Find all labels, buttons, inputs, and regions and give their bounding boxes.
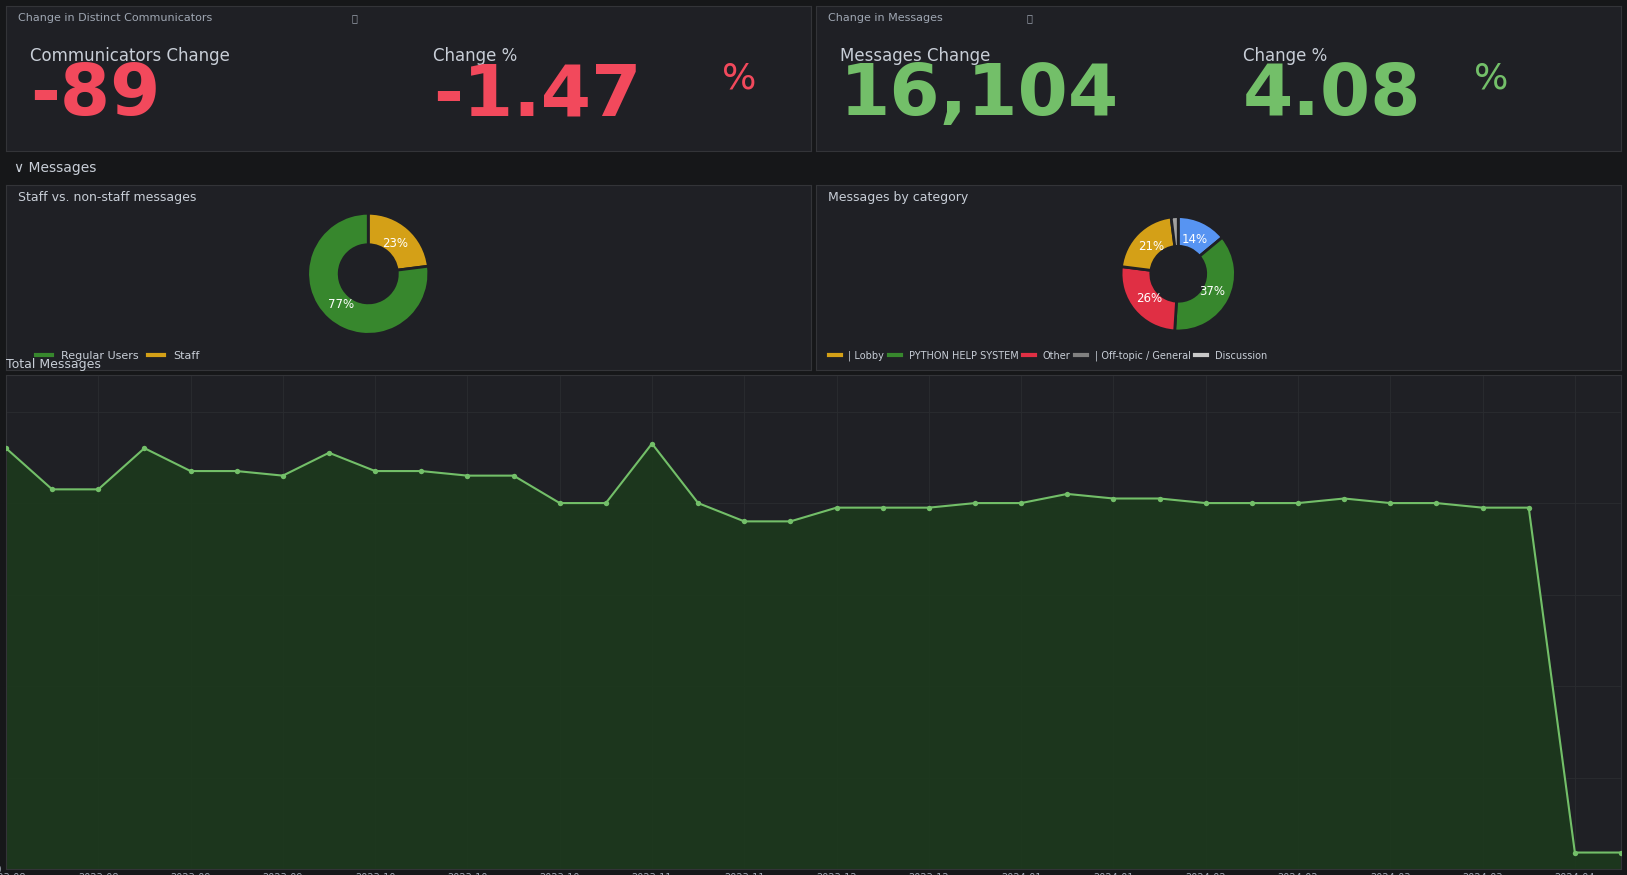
Legend: | Lobby, PYTHON HELP SYSTEM, Other, | Off-topic / General, Discussion: | Lobby, PYTHON HELP SYSTEM, Other, | Of… — [828, 351, 1267, 361]
Point — [1424, 496, 1450, 510]
Point — [547, 496, 573, 510]
Wedge shape — [1175, 237, 1235, 331]
Text: -89: -89 — [31, 61, 161, 130]
Text: 4.08: 4.08 — [1243, 61, 1420, 130]
Text: 14%: 14% — [1181, 233, 1207, 246]
Point — [592, 496, 618, 510]
Point — [1100, 492, 1126, 506]
Wedge shape — [1171, 217, 1178, 247]
Text: 37%: 37% — [1199, 284, 1225, 298]
Point — [962, 496, 988, 510]
Text: ⓘ: ⓘ — [1027, 13, 1032, 24]
Text: -1.47: -1.47 — [433, 61, 641, 130]
Text: 16,104: 16,104 — [840, 61, 1119, 130]
Point — [177, 464, 203, 478]
Point — [1147, 492, 1173, 506]
Point — [1378, 496, 1404, 510]
Point — [1238, 496, 1264, 510]
Text: Communicators Change: Communicators Change — [31, 46, 229, 65]
Text: Messages by category: Messages by category — [828, 191, 968, 204]
Point — [501, 469, 527, 483]
Point — [0, 441, 20, 455]
Text: Change %: Change % — [1243, 46, 1328, 65]
Wedge shape — [308, 214, 430, 334]
Legend: Regular Users, Staff: Regular Users, Staff — [36, 351, 200, 360]
Wedge shape — [1121, 217, 1175, 270]
Text: 21%: 21% — [1139, 241, 1165, 253]
Text: Staff vs. non-staff messages: Staff vs. non-staff messages — [18, 191, 197, 204]
Point — [1516, 500, 1542, 514]
Point — [778, 514, 804, 528]
Point — [39, 482, 65, 496]
Point — [731, 514, 757, 528]
Point — [223, 464, 249, 478]
Text: Change %: Change % — [433, 46, 517, 65]
Point — [639, 437, 665, 451]
Text: ∨ Messages: ∨ Messages — [15, 161, 96, 175]
Text: 26%: 26% — [1136, 291, 1162, 304]
Point — [1469, 500, 1495, 514]
Point — [408, 464, 434, 478]
Point — [1054, 487, 1080, 500]
Point — [363, 464, 389, 478]
Point — [85, 482, 111, 496]
Point — [1285, 496, 1311, 510]
Text: %: % — [1474, 61, 1508, 95]
Text: Change in Distinct Communicators: Change in Distinct Communicators — [18, 13, 213, 24]
Point — [685, 496, 711, 510]
Text: %: % — [722, 61, 757, 95]
Point — [1607, 845, 1627, 859]
Wedge shape — [1121, 267, 1176, 331]
Text: Total Messages: Total Messages — [7, 358, 101, 371]
Text: 77%: 77% — [329, 298, 355, 311]
Point — [454, 469, 480, 483]
Text: ⓘ: ⓘ — [351, 13, 358, 24]
Point — [916, 500, 942, 514]
Point — [316, 445, 342, 459]
Point — [823, 500, 849, 514]
Point — [132, 441, 158, 455]
Point — [870, 500, 896, 514]
Wedge shape — [1178, 217, 1222, 256]
Wedge shape — [368, 214, 428, 270]
Point — [1009, 496, 1035, 510]
Text: Messages Change: Messages Change — [840, 46, 991, 65]
Point — [1562, 845, 1588, 859]
Text: 23%: 23% — [382, 237, 408, 250]
Point — [1331, 492, 1357, 506]
Text: Change in Messages: Change in Messages — [828, 13, 942, 24]
Point — [270, 469, 296, 483]
Point — [1193, 496, 1219, 510]
